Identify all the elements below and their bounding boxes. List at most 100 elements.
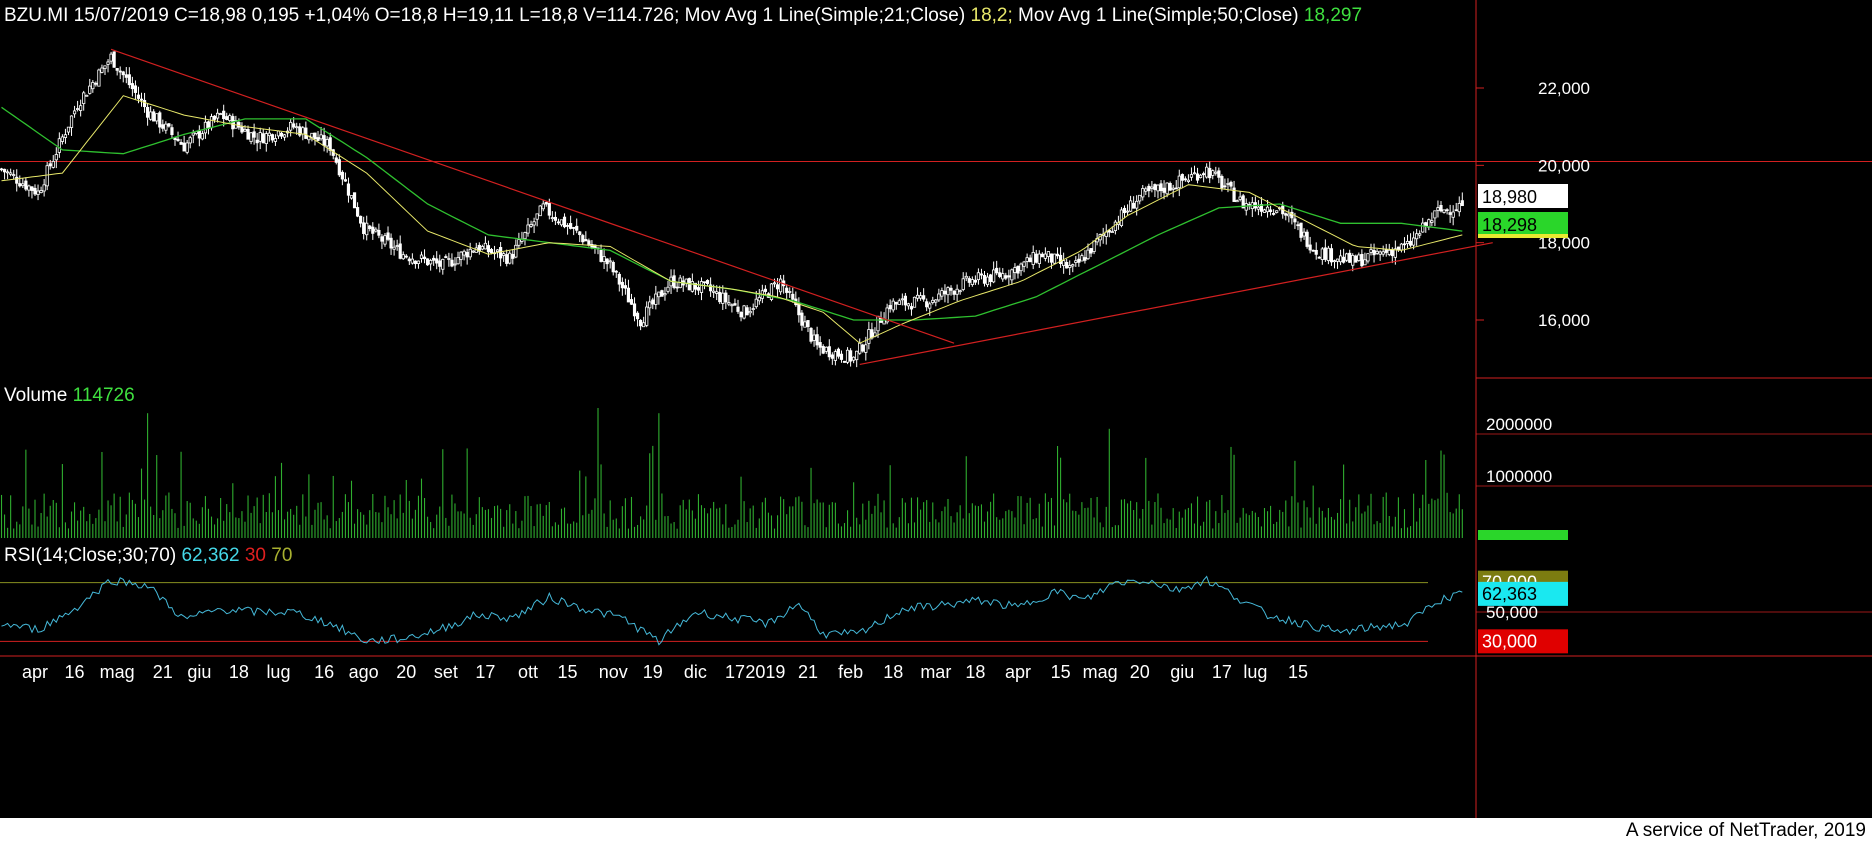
candle-body — [693, 282, 697, 290]
candle-body — [298, 126, 302, 136]
candle-body — [389, 237, 393, 249]
candle-body — [1229, 181, 1233, 187]
candle-body — [775, 284, 780, 290]
candle-body — [355, 207, 360, 217]
candle-body — [824, 346, 828, 352]
candle-body — [1125, 210, 1130, 213]
candle-body — [931, 299, 935, 303]
candle-body — [602, 256, 606, 262]
candle-body — [1001, 273, 1005, 280]
candle-body — [1037, 253, 1041, 265]
ma21-label: Mov Avg 1 Line(Simple;21;Close) — [684, 5, 966, 26]
candle-body — [581, 235, 585, 243]
rsi-header: RSI(14;Close;30;70) 62,362 30 70 — [4, 545, 292, 567]
candle-body — [745, 307, 749, 316]
candle-body — [252, 131, 256, 138]
candle-body — [1211, 170, 1215, 176]
candle-body — [718, 292, 722, 303]
candle-body — [967, 278, 971, 283]
candle-body — [495, 249, 500, 253]
candle-body — [398, 243, 402, 259]
candle-body — [1421, 222, 1425, 233]
rsi-30-tag — [1478, 629, 1568, 654]
candle-body — [410, 258, 414, 264]
candle-body — [1055, 253, 1060, 257]
x-tick-label: 17 — [725, 662, 745, 682]
x-tick-label: 21 — [153, 662, 173, 682]
candle-body — [1402, 243, 1407, 246]
candle-body — [727, 302, 731, 305]
candle-body — [970, 279, 974, 285]
candle-body — [1217, 170, 1221, 178]
candle-body — [1156, 184, 1160, 192]
candle-body — [480, 246, 484, 250]
candle-body — [906, 303, 911, 307]
candle-body — [502, 253, 506, 256]
candle-body — [827, 346, 831, 358]
candle-body — [188, 137, 192, 144]
candle-body — [897, 300, 901, 305]
candle-body — [1040, 253, 1044, 258]
volume-label: Volume — [4, 385, 68, 406]
downtrend-line — [110, 48, 955, 344]
candle-body — [858, 342, 862, 354]
candle-body — [155, 113, 159, 122]
candle-body — [313, 132, 317, 140]
candle-body — [632, 303, 637, 317]
candle-body — [82, 92, 86, 104]
candle-body — [1418, 233, 1422, 236]
candle-body — [1013, 267, 1017, 273]
candle-body — [949, 287, 953, 291]
symbol-line: BZU.MI 15/07/2019 C=18,98 0,195 +1,04% O… — [4, 5, 680, 26]
candle-body — [21, 183, 25, 187]
x-tick-label: mag — [100, 662, 135, 682]
candle-body — [91, 82, 95, 90]
candle-body — [1275, 210, 1279, 213]
candle-body — [821, 346, 825, 354]
candle-body — [885, 307, 889, 323]
candle-body — [1284, 213, 1288, 216]
candle-body — [63, 134, 68, 138]
candle-body — [626, 287, 631, 303]
ma50-price-tag — [1478, 212, 1568, 236]
chart-header: BZU.MI 15/07/2019 C=18,98 0,195 +1,04% O… — [4, 5, 1362, 27]
candle-body — [1192, 172, 1197, 175]
candle-body — [267, 132, 271, 137]
candle-body — [733, 303, 737, 306]
candle-body — [432, 257, 436, 261]
candle-body — [24, 180, 28, 190]
candle-body — [712, 290, 716, 293]
candle-body — [1135, 200, 1139, 209]
candle-body — [779, 278, 783, 293]
candle-body — [2, 168, 7, 173]
x-tick-label: giu — [187, 662, 211, 682]
candle-body — [200, 133, 204, 140]
candle-body — [401, 254, 405, 260]
candle-body — [197, 129, 201, 139]
candle-body — [1272, 213, 1276, 215]
candle-body — [94, 82, 98, 85]
candle-body — [33, 187, 37, 195]
candle-body — [891, 300, 895, 311]
candle-body — [100, 67, 104, 73]
candle-body — [1332, 260, 1337, 263]
x-tick-label: 18 — [229, 662, 249, 682]
candle-body — [666, 286, 670, 292]
rsi-30-tag-text: 30,000 — [1482, 631, 1537, 651]
candle-body — [1311, 249, 1315, 252]
candle-body — [142, 100, 147, 108]
candle-body — [675, 286, 679, 289]
candle-body — [325, 139, 329, 147]
x-tick-label: lug — [1243, 662, 1267, 682]
volume-tick-label: 1000000 — [1486, 467, 1552, 486]
candle-body — [1323, 247, 1327, 260]
candle-body — [79, 105, 83, 111]
candle-body — [1141, 188, 1145, 198]
candle-body — [1238, 196, 1242, 200]
candle-body — [639, 320, 643, 327]
candle-body — [1132, 202, 1136, 209]
candle-body — [1457, 203, 1461, 213]
candle-body — [416, 260, 421, 264]
x-tick-label: 16 — [65, 662, 85, 682]
candle-body — [894, 301, 898, 305]
